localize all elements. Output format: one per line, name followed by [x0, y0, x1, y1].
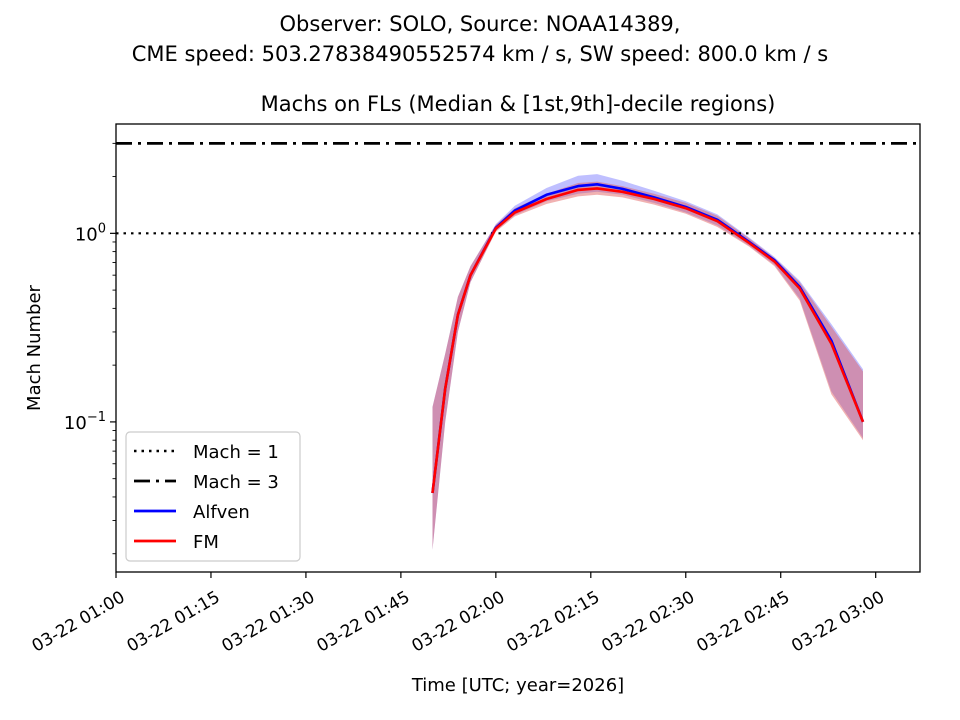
plot-frame [115, 123, 921, 573]
legend-label: Mach = 1 [193, 442, 279, 463]
x-axis-label: Time [UTC; year=2026] [411, 675, 624, 696]
y-tick-label: 100 [75, 221, 106, 245]
y-axis: 10−1 100 [64, 142, 116, 555]
legend-label: Alfven [193, 502, 250, 523]
legend-frame [125, 431, 301, 562]
plot-area [115, 123, 921, 573]
legend-label: Mach = 3 [193, 472, 279, 493]
y-tick-label: 10−1 [64, 410, 106, 434]
figure-suptitle-line1: Observer: SOLO, Source: NOAA14389, [280, 12, 681, 36]
series-line-fm [431, 187, 865, 494]
chart-title: Machs on FLs (Median & [1st,9th]-decile … [261, 92, 776, 116]
figure-suptitle-line2: CME speed: 503.27838490552574 km / s, SW… [132, 42, 828, 66]
legend: Mach = 1 Mach = 3 Alfven FM [125, 431, 301, 562]
y-axis-label: Mach Number [24, 284, 45, 410]
legend-label: FM [193, 532, 219, 553]
